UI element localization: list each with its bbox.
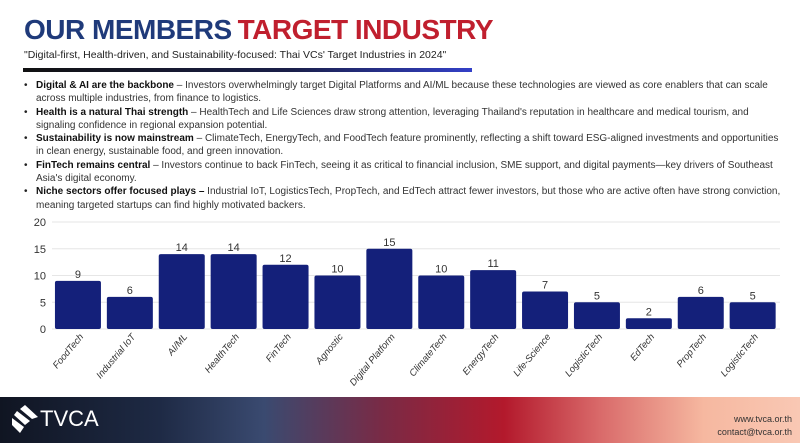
bar bbox=[522, 291, 569, 329]
bullet-item: FinTech remains central – Investors cont… bbox=[24, 159, 784, 186]
bullet-item: Sustainability is now mainstream – Clima… bbox=[24, 132, 784, 159]
bullet-heading: Sustainability is now mainstream bbox=[36, 133, 194, 145]
bullet-text: – Investors continue to back FinTech, se… bbox=[36, 159, 773, 185]
bullet-text: – Investors overwhelmingly target Digita… bbox=[36, 80, 768, 105]
y-tick-label: 5 bbox=[40, 297, 46, 309]
bullet-list: Digital & AI are the backbone – Investor… bbox=[24, 79, 784, 212]
bullet-text: Industrial IoT, LogisticsTech, PropTech,… bbox=[36, 186, 781, 211]
bar bbox=[366, 248, 413, 329]
divider bbox=[23, 68, 472, 72]
title-part-2: TARGET INDUSTRY bbox=[237, 14, 494, 45]
bullet-heading: Digital & AI are the backbone bbox=[36, 80, 174, 91]
bullet-heading: Niche sectors offer focused plays – bbox=[36, 186, 205, 198]
email-link[interactable]: contact@tvca.or.th bbox=[717, 427, 792, 437]
bar bbox=[729, 302, 776, 329]
x-tick-label: EnergyTech bbox=[461, 332, 502, 378]
bullet-text: – ClimateTech, EnergyTech, and FoodTech … bbox=[36, 133, 779, 158]
data-label: 11 bbox=[487, 258, 498, 270]
x-tick-label: AI/ML bbox=[165, 332, 190, 359]
y-tick-label: 15 bbox=[34, 244, 46, 256]
data-label: 10 bbox=[435, 264, 447, 276]
x-tick-label: Digital Platform bbox=[348, 332, 398, 388]
data-label: 7 bbox=[542, 280, 548, 292]
bullet-heading: FinTech remains central bbox=[36, 159, 151, 171]
contact-info: www.tvca.or.th contact@tvca.or.th bbox=[717, 413, 792, 439]
data-label: 6 bbox=[127, 285, 133, 297]
subtitle: "Digital-first, Health-driven, and Susta… bbox=[24, 49, 447, 61]
data-label: 14 bbox=[176, 242, 188, 254]
x-tick-label: LogisticTech bbox=[563, 332, 605, 379]
bar bbox=[625, 318, 672, 329]
data-label: 5 bbox=[594, 290, 600, 302]
bar bbox=[470, 270, 517, 329]
bullet-heading: Health is a natural Thai strength bbox=[36, 106, 189, 118]
page-title: OUR MEMBERS TARGET INDUSTRY bbox=[24, 14, 494, 46]
data-label: 14 bbox=[228, 242, 240, 254]
data-label: 10 bbox=[331, 264, 343, 276]
bullet-text: – HealthTech and Life Sciences draw stro… bbox=[36, 106, 749, 131]
x-tick-label: FoodTech bbox=[51, 332, 86, 371]
website-link[interactable]: www.tvca.or.th bbox=[733, 414, 792, 424]
footer: TVCA www.tvca.or.th contact@tvca.or.th bbox=[0, 397, 800, 443]
data-label: 15 bbox=[383, 237, 395, 249]
bullet-item: Digital & AI are the backbone – Investor… bbox=[24, 79, 784, 106]
bar bbox=[677, 296, 724, 329]
x-tick-label: PropTech bbox=[675, 332, 709, 370]
x-tick-label: Industrial IoT bbox=[94, 331, 138, 381]
bullet-item: Health is a natural Thai strength – Heal… bbox=[24, 106, 784, 133]
tvca-logo-icon bbox=[12, 405, 38, 433]
data-label: 12 bbox=[279, 253, 291, 265]
bullet-item: Niche sectors offer focused plays – Indu… bbox=[24, 185, 784, 212]
logo-text: TVCA bbox=[40, 406, 99, 431]
x-tick-label: EdTech bbox=[628, 332, 657, 363]
bar bbox=[573, 302, 620, 329]
data-label: 2 bbox=[646, 306, 652, 318]
x-tick-label: ClimateTech bbox=[407, 332, 449, 379]
tvca-logo: TVCA bbox=[12, 405, 99, 433]
x-tick-label: HealthTech bbox=[203, 332, 242, 376]
x-tick-label: LogisticTech bbox=[719, 332, 761, 379]
bar bbox=[158, 254, 205, 329]
bar bbox=[106, 296, 153, 329]
y-tick-label: 20 bbox=[34, 217, 46, 229]
x-tick-label: FinTech bbox=[264, 332, 294, 365]
bar bbox=[54, 280, 101, 329]
data-label: 6 bbox=[698, 285, 704, 297]
bar bbox=[314, 275, 361, 329]
bar bbox=[210, 254, 257, 329]
y-tick-label: 0 bbox=[40, 324, 46, 336]
x-tick-label: Agnostic bbox=[313, 332, 346, 368]
bar bbox=[262, 264, 309, 329]
y-tick-label: 10 bbox=[34, 271, 46, 283]
bar bbox=[418, 275, 465, 329]
data-label: 9 bbox=[75, 269, 81, 281]
x-tick-label: Life-Science bbox=[511, 332, 553, 379]
bar-chart: 0 5 10 15 20 9 FoodTech 6 Industrial IoT 14 AI/ML 1… bbox=[34, 217, 780, 388]
title-part-1: OUR MEMBERS bbox=[24, 14, 232, 45]
data-label: 5 bbox=[750, 290, 756, 302]
